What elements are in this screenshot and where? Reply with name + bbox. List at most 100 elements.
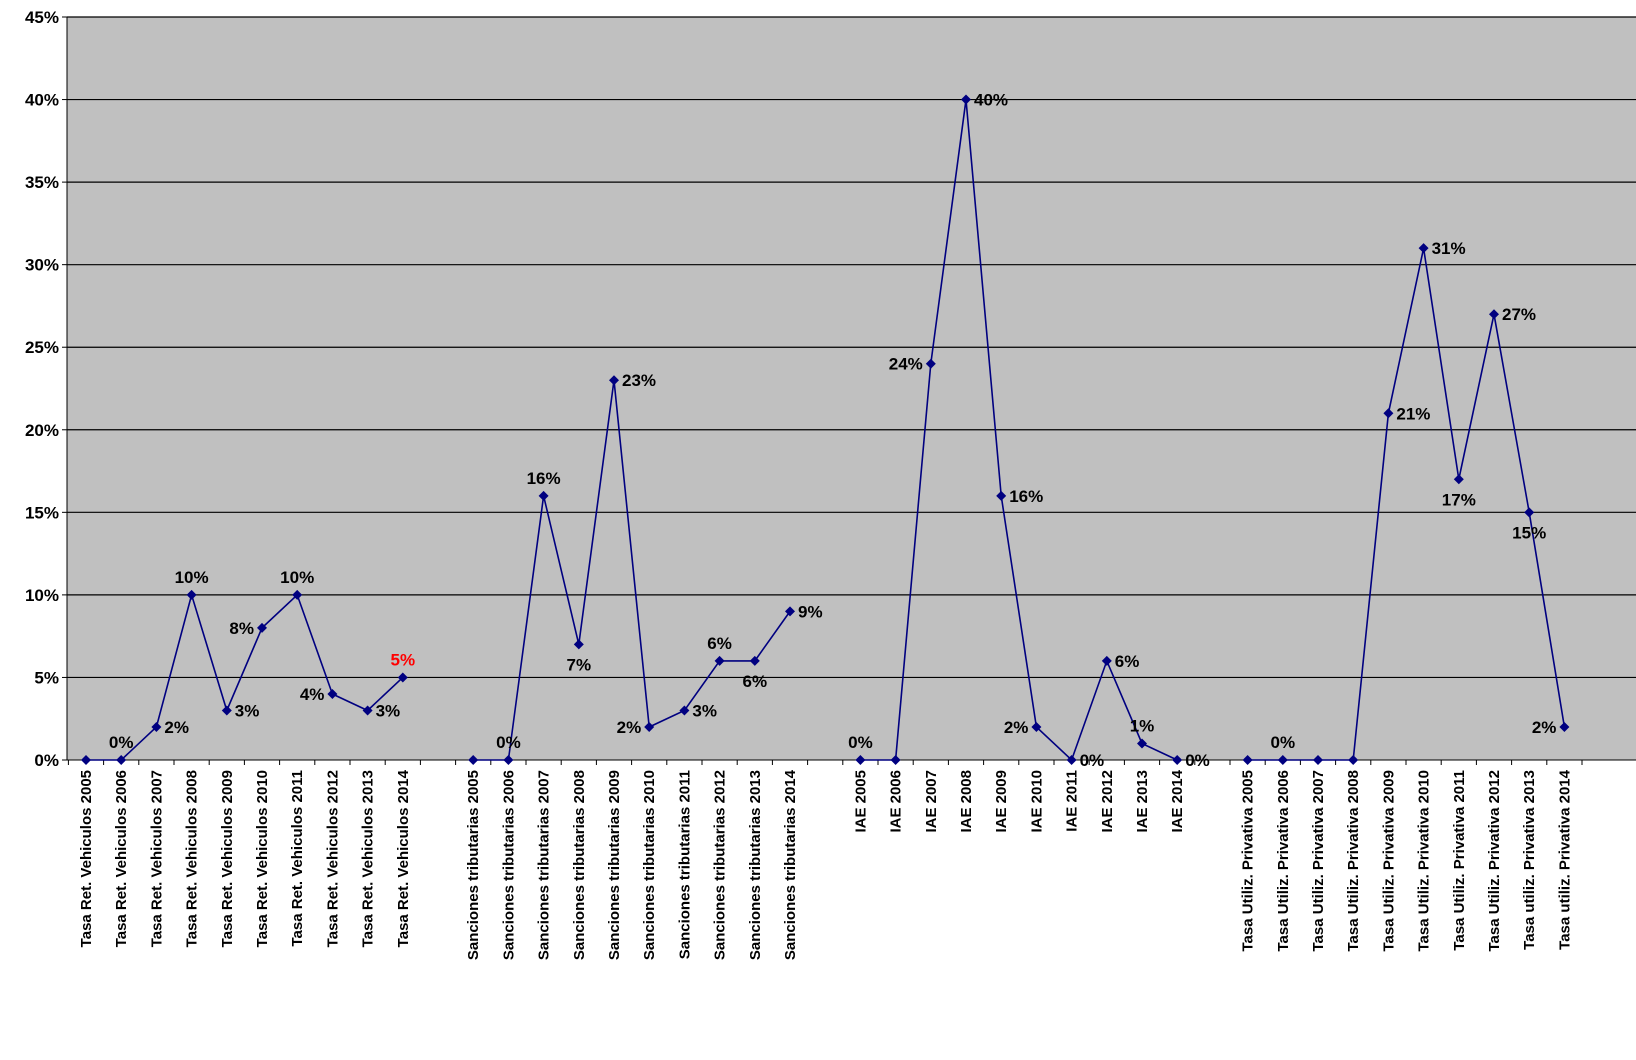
y-tick-label: 5% [34, 668, 59, 687]
data-point [609, 375, 619, 386]
data-label: 31% [1432, 239, 1466, 258]
y-tick-label: 20% [25, 421, 59, 440]
y-tick-labels: 0% 5% 10% 15% 20% 25% 30% 35% 40% 45% [25, 8, 67, 770]
category-label: Tasa Ret. Vehiculos 2009 [219, 770, 236, 947]
data-label: 1% [1130, 716, 1155, 735]
category-label: IAE 2010 [1028, 770, 1045, 833]
data-point [1348, 755, 1359, 765]
data-label: 15% [1512, 523, 1546, 542]
data-point [327, 688, 338, 699]
category-label: Sanciones tributarias 2006 [500, 770, 517, 960]
y-tick-label: 45% [25, 8, 59, 27]
data-label: 5% [391, 650, 416, 669]
category-label: Tasa Ret. Vehiculos 2013 [360, 770, 377, 947]
category-label: Tasa Ret. Vehiculos 2007 [148, 770, 165, 947]
data-point [785, 606, 795, 617]
data-point [503, 755, 514, 765]
category-label: Tasa Ret. Vehiculos 2010 [254, 770, 271, 947]
data-label: 0% [1271, 733, 1296, 752]
data-label: 10% [175, 568, 209, 587]
data-label: 27% [1502, 305, 1536, 324]
data-point [1418, 243, 1429, 254]
category-label: Sanciones tributarias 2005 [465, 770, 482, 960]
category-label: Tasa Utiliz. Privativa 2008 [1345, 770, 1362, 952]
data-point [573, 639, 584, 650]
series-lines [86, 99, 1566, 762]
data-label: 2% [1004, 718, 1029, 737]
category-label: Tasa Utiliz. Privativa 2006 [1275, 770, 1292, 952]
data-label: 6% [743, 672, 768, 691]
data-point [292, 589, 303, 600]
series-line [473, 380, 791, 761]
data-label: 3% [692, 701, 717, 720]
data-label: 16% [1009, 487, 1043, 506]
data-label: 0% [496, 733, 521, 752]
plot-area [67, 17, 1636, 760]
category-label: Tasa Ret. Vehiculos 2012 [324, 770, 341, 947]
data-point [714, 655, 725, 666]
data-label: 40% [974, 91, 1008, 110]
data-point [1313, 755, 1323, 765]
series-line [1247, 248, 1566, 761]
data-point [397, 672, 408, 683]
data-point [890, 755, 901, 765]
data-point [961, 94, 971, 105]
y-tick-label: 25% [25, 338, 59, 357]
y-tick-label: 40% [25, 91, 59, 110]
data-label: 4% [300, 685, 325, 704]
category-label: IAE 2007 [923, 770, 940, 833]
data-label: 0% [1080, 751, 1105, 770]
data-label: 0% [1185, 751, 1210, 770]
category-label: Sanciones tributarias 2011 [676, 770, 693, 959]
category-label: Tasa utiliz. Privativa 2014 [1556, 769, 1573, 949]
category-label: IAE 2011 [1064, 770, 1081, 832]
data-point [1559, 721, 1570, 732]
data-point [1031, 721, 1042, 732]
category-label: Sanciones tributarias 2013 [747, 770, 764, 960]
series-line [86, 591, 404, 761]
data-point [1101, 655, 1112, 666]
data-label: 16% [527, 469, 561, 488]
data-label: 3% [376, 701, 401, 720]
data-label: 8% [229, 619, 254, 638]
data-point [151, 721, 162, 732]
data-label: 0% [848, 733, 873, 752]
data-point [1172, 755, 1183, 765]
y-tick-label: 15% [25, 503, 59, 522]
data-point [925, 358, 936, 369]
data-label: 2% [164, 718, 189, 737]
data-point [257, 622, 267, 633]
data-label: 2% [1532, 718, 1557, 737]
data-point [1066, 755, 1077, 765]
category-label: Tasa Utiliz. Privativa 2005 [1240, 770, 1257, 952]
data-point [1277, 755, 1288, 765]
category-label: IAE 2013 [1134, 770, 1151, 833]
category-label: IAE 2006 [888, 770, 905, 833]
category-label: Tasa Utiliz. Privativa 2010 [1416, 770, 1433, 952]
y-tick-label: 10% [25, 586, 59, 605]
gridlines [67, 16, 1636, 679]
category-label: IAE 2008 [958, 770, 975, 833]
data-label: 10% [280, 568, 314, 587]
data-label: 21% [1396, 404, 1430, 423]
data-label: 24% [889, 355, 923, 374]
data-point [186, 589, 197, 600]
y-tick-label: 35% [25, 173, 59, 192]
data-label: 0% [109, 733, 134, 752]
data-point [1453, 474, 1464, 485]
category-label: Tasa Utiliz. Privativa 2012 [1486, 770, 1503, 952]
data-point [1489, 309, 1499, 320]
category-label: Sanciones tributarias 2008 [571, 770, 588, 960]
data-label: 6% [707, 634, 732, 653]
data-point [1383, 408, 1394, 419]
data-point [221, 705, 232, 716]
category-label: Sanciones tributarias 2010 [641, 770, 658, 960]
data-point [644, 721, 655, 732]
data-labels: 0% 2% 10% 3% 8% 10% 4% 3% 5% 0% 16% 7% 23% 2% 3% 6% 6% 9%… [109, 91, 1556, 770]
data-point [1524, 507, 1535, 518]
category-label: IAE 2005 [852, 770, 869, 833]
data-label: 6% [1115, 652, 1140, 671]
data-label: 17% [1442, 490, 1476, 509]
category-label: Tasa utiliz. Privativa 2013 [1521, 770, 1538, 950]
